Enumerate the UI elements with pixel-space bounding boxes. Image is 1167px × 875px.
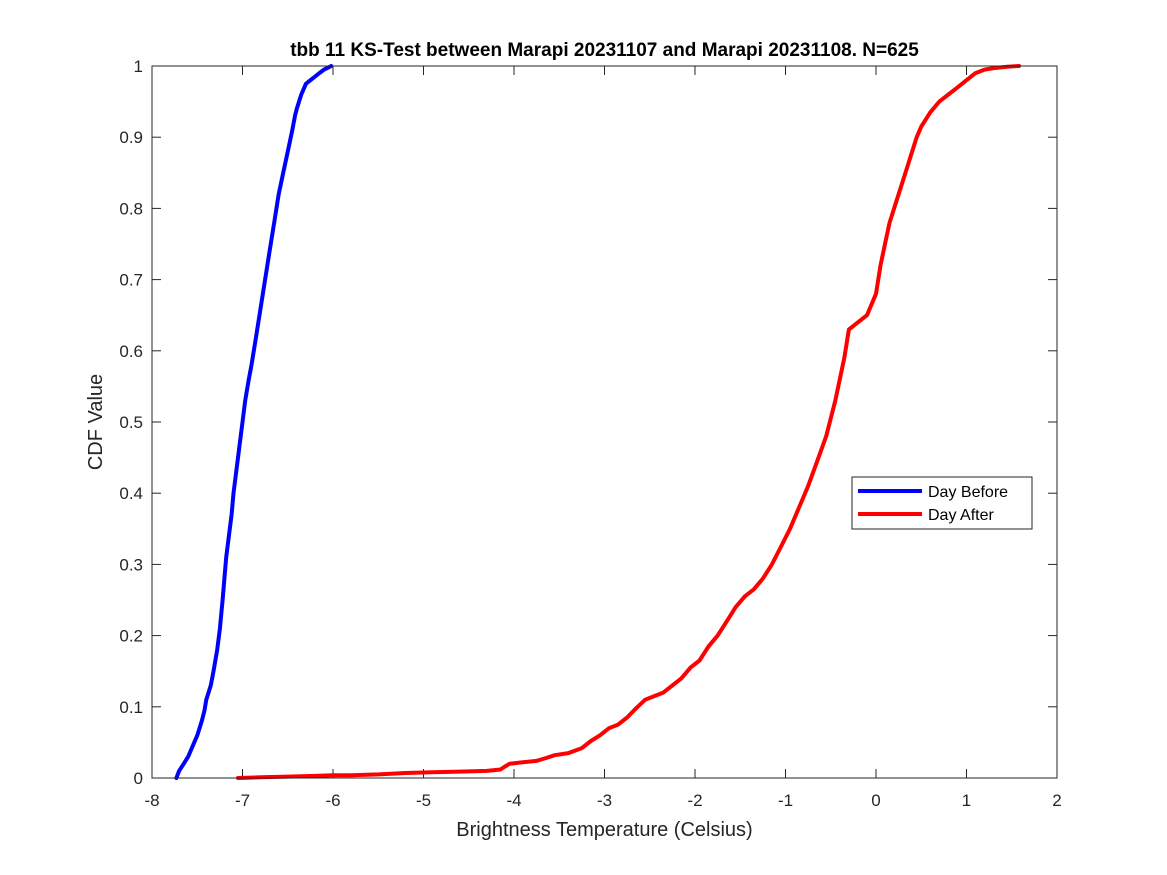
legend: Day Before Day After [851, 476, 1033, 530]
x-tick-label: 1 [962, 791, 971, 810]
axis-ticks: -8 -7 -6 -5 -4 -3 -2 -1 0 1 2 0 0.1 0.2 0.3 0.4 0.5 0.6 0.… [119, 57, 1061, 810]
y-tick-label: 0.3 [119, 555, 143, 574]
y-tick-label: 0.1 [119, 698, 143, 717]
y-tick-label: 0.5 [119, 413, 143, 432]
y-tick-label: 0 [134, 769, 143, 788]
x-tick-label: -3 [597, 791, 612, 810]
series-lines [174, 64, 1021, 780]
legend-label: Day Before [928, 484, 1008, 501]
chart-title: tbb 11 KS-Test between Marapi 20231107 a… [290, 40, 919, 61]
legend-box [851, 476, 1033, 530]
y-tick-label: 1 [134, 57, 143, 76]
legend-label: Day After [928, 507, 994, 524]
series-line-0 [174, 64, 334, 780]
y-tick-label: 0.8 [119, 199, 143, 218]
y-tick-label: 0.6 [119, 342, 143, 361]
y-axis-label: CDF Value [85, 374, 107, 470]
y-tick-label: 0.9 [119, 128, 143, 147]
x-tick-label: -1 [778, 791, 793, 810]
x-axis-label: Brightness Temperature (Celsius) [456, 819, 752, 841]
x-tick-label: 2 [1052, 791, 1061, 810]
x-tick-label: -2 [687, 791, 702, 810]
x-tick-label: 0 [871, 791, 880, 810]
y-tick-label: 0.2 [119, 627, 143, 646]
y-tick-label: 0.4 [119, 484, 143, 503]
series-line-1 [236, 64, 1021, 780]
x-tick-label: -7 [235, 791, 250, 810]
x-tick-label: -8 [144, 791, 159, 810]
y-tick-label: 0.7 [119, 271, 143, 290]
x-tick-label: -5 [416, 791, 431, 810]
plot-area [152, 66, 1057, 778]
plot-frame [151, 65, 1058, 779]
x-tick-label: -6 [325, 791, 340, 810]
x-tick-label: -4 [506, 791, 521, 810]
